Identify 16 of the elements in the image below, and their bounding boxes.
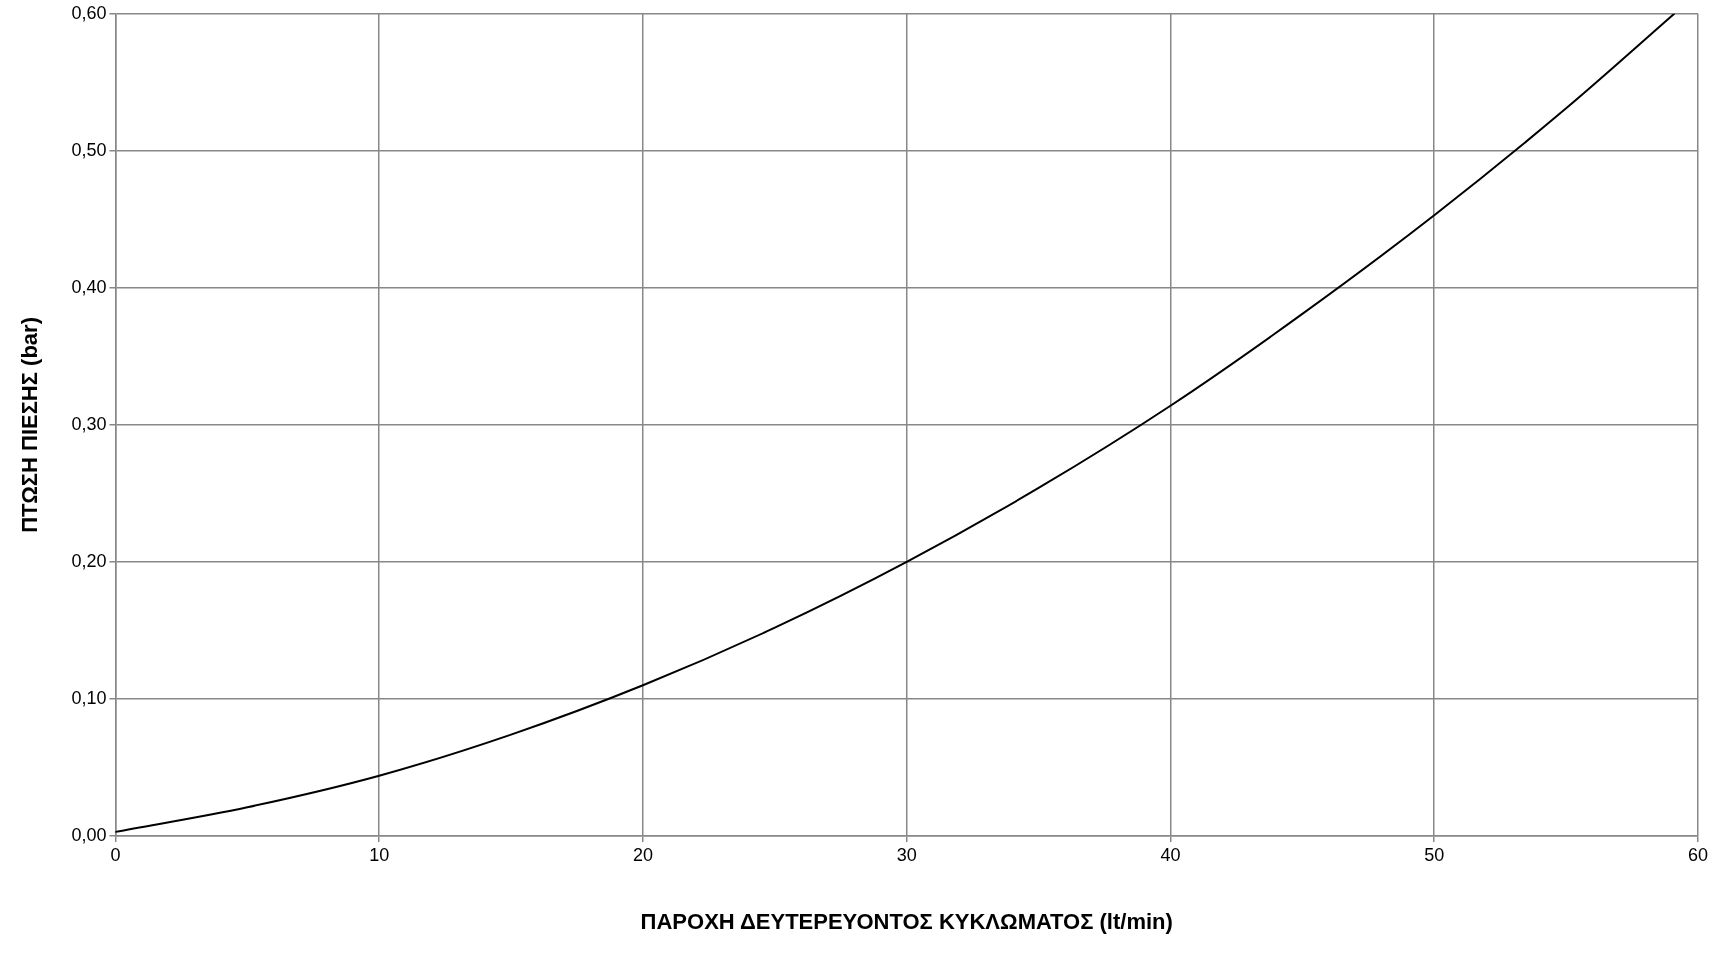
x-tick-label: 30 [896, 844, 917, 865]
y-tick-label: 0,40 [71, 276, 107, 297]
x-tick-label: 0 [110, 844, 121, 865]
y-tick-label: 0,00 [71, 824, 107, 845]
x-tick-label: 10 [369, 844, 390, 865]
x-tick-label: 20 [632, 844, 653, 865]
x-tick-label: 50 [1424, 844, 1445, 865]
x-tick-label: 60 [1687, 844, 1709, 865]
x-axis-title: ΠΑΡΟΧΗ ΔΕΥΤΕΡΕΥΟΝΤΟΣ ΚΥΚΛΩΜΑΤΟΣ (lt/min) [640, 908, 1173, 934]
y-tick-label: 0,60 [71, 2, 107, 23]
y-tick-label: 0,30 [71, 413, 107, 434]
x-tick-label: 40 [1160, 844, 1181, 865]
y-tick-label: 0,10 [71, 687, 107, 708]
y-tick-label: 0,20 [71, 550, 107, 571]
y-tick-label: 0,50 [71, 139, 107, 160]
y-axis-title: ΠΤΩΣΗ ΠΙΕΣΗΣ (bar) [17, 317, 43, 533]
